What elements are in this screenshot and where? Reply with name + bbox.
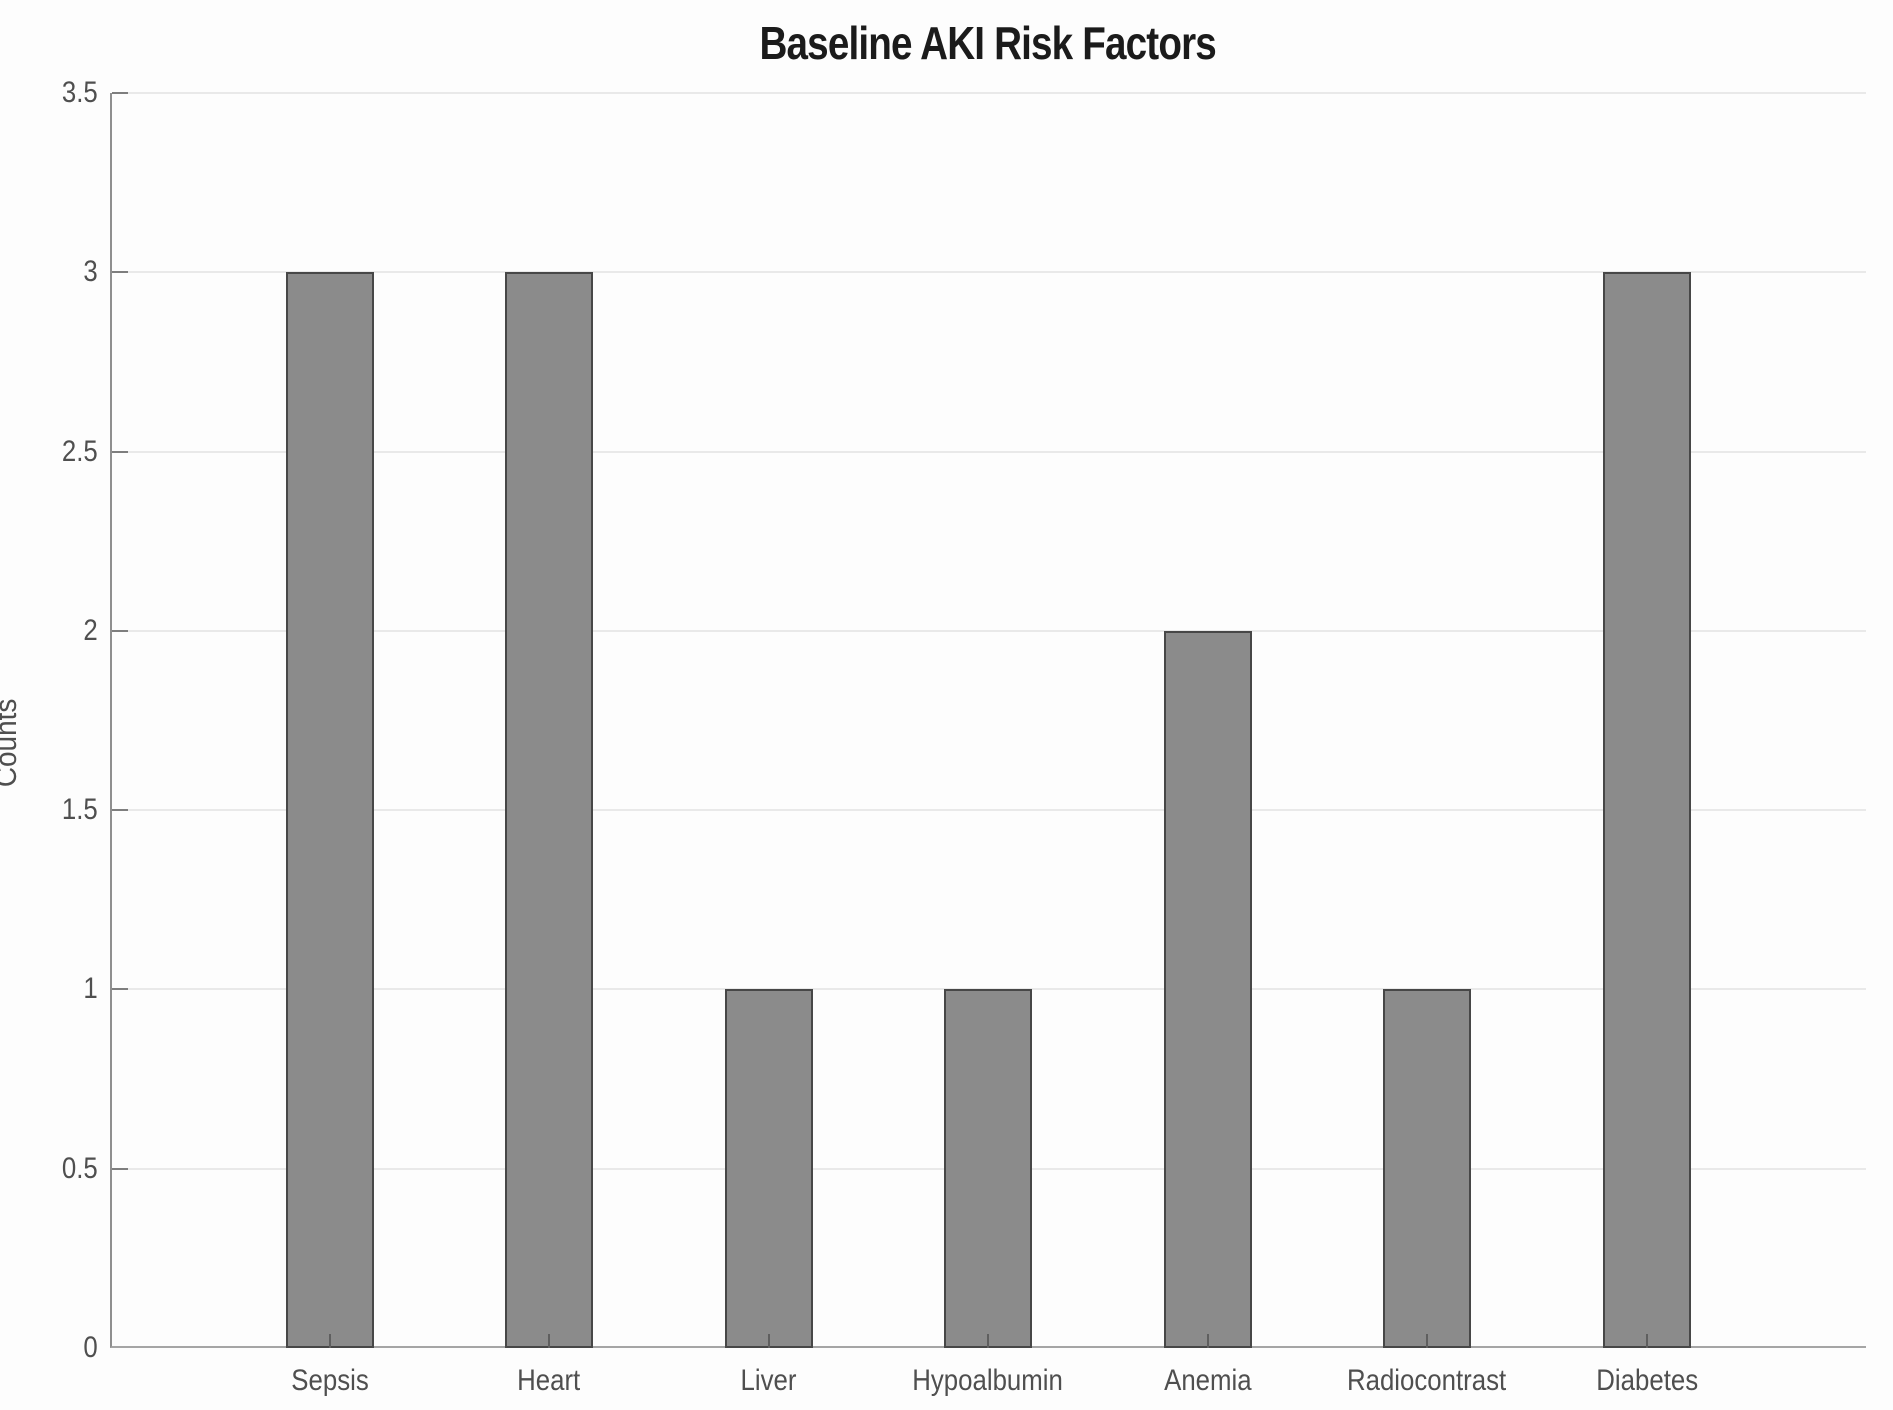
x-tick-label-radiocontrast: Radiocontrast (1297, 1364, 1557, 1398)
y-tick-label-text: 3 (83, 255, 98, 288)
y-axis-label-text: Counts (0, 698, 23, 788)
y-tick-label-text: 3.5 (62, 76, 98, 109)
x-tick-label-text: Sepsis (291, 1364, 369, 1397)
x-tick-label-text: Liver (741, 1364, 797, 1397)
x-tick-label-diabetes: Diabetes (1517, 1364, 1777, 1398)
x-tick-mark (1646, 1334, 1648, 1348)
y-tick-label: 0 (28, 1332, 98, 1364)
y-tick-label: 2.5 (28, 436, 98, 468)
x-tick-label-sepsis: Sepsis (200, 1364, 460, 1398)
y-tick-label: 3 (28, 256, 98, 288)
x-tick-label-liver: Liver (639, 1364, 899, 1398)
y-tick-mark (112, 451, 128, 453)
x-tick-label-text: Hypoalbumin (912, 1364, 1064, 1397)
gridline-y-3.5 (112, 92, 1866, 94)
x-tick-mark (329, 1334, 331, 1348)
gridline-y-2.5 (112, 451, 1866, 453)
chart-title-text: Baseline AKI Risk Factors (759, 17, 1217, 69)
x-tick-label-text: Anemia (1164, 1364, 1252, 1397)
x-tick-mark (1207, 1334, 1209, 1348)
x-tick-label-text: Heart (517, 1364, 581, 1397)
y-tick-label-text: 1.5 (62, 793, 98, 826)
x-tick-label-anemia: Anemia (1078, 1364, 1338, 1398)
y-tick-mark (112, 630, 128, 632)
y-tick-label-text: 1 (83, 972, 98, 1005)
x-tick-mark (548, 1334, 550, 1348)
x-tick-label-heart: Heart (419, 1364, 679, 1398)
bar-hypoalbumin (944, 989, 1032, 1348)
bar-liver (725, 989, 813, 1348)
y-tick-mark (112, 1168, 128, 1170)
gridline-y-1.5 (112, 809, 1866, 811)
y-tick-mark (112, 809, 128, 811)
gridline-y-3 (112, 271, 1866, 273)
y-tick-label: 3.5 (28, 77, 98, 109)
x-tick-label-text: Radiocontrast (1347, 1364, 1507, 1397)
y-tick-mark (112, 271, 128, 273)
gridline-y-2 (112, 630, 1866, 632)
bar-heart (505, 272, 593, 1348)
y-tick-label-text: 0.5 (62, 1152, 98, 1185)
y-tick-label: 1 (28, 973, 98, 1005)
bar-sepsis (286, 272, 374, 1348)
y-tick-label-text: 2.5 (62, 435, 98, 468)
x-tick-mark (768, 1334, 770, 1348)
y-tick-mark (112, 92, 128, 94)
x-tick-label-text: Diabetes (1596, 1364, 1698, 1397)
y-tick-mark (112, 988, 128, 990)
bar-anemia (1164, 631, 1252, 1348)
bar-diabetes (1603, 272, 1691, 1348)
bar-radiocontrast (1383, 989, 1471, 1348)
y-tick-label: 1.5 (28, 794, 98, 826)
y-tick-label-text: 2 (83, 614, 98, 647)
x-tick-mark (1426, 1334, 1428, 1348)
y-tick-label: 0.5 (28, 1153, 98, 1185)
y-tick-label: 2 (28, 615, 98, 647)
y-tick-label-text: 0 (83, 1331, 98, 1364)
chart-title: Baseline AKI Risk Factors (110, 16, 1866, 70)
x-tick-mark (987, 1334, 989, 1348)
x-tick-label-hypoalbumin: Hypoalbumin (858, 1364, 1118, 1398)
